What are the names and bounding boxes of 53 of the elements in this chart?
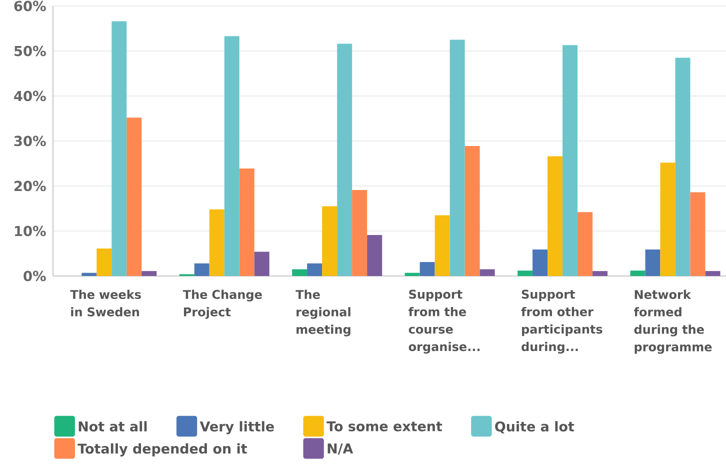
legend-label: Very little	[200, 421, 274, 434]
x-tick-label: Support from other participants during...	[521, 290, 602, 354]
bar	[142, 271, 157, 276]
bar	[578, 212, 593, 276]
bar	[224, 36, 240, 276]
bar	[660, 162, 676, 276]
bar	[450, 40, 465, 276]
bar	[548, 156, 563, 276]
y-tick-label: 40%	[14, 90, 46, 102]
y-tick-label: 50%	[14, 46, 46, 56]
y-tick-label: 60%	[14, 0, 46, 12]
x-tick-label: The weeks in Sweden	[70, 290, 141, 316]
bar	[307, 263, 322, 276]
bar	[518, 270, 533, 276]
bar	[420, 262, 435, 276]
legend-label: N/A	[328, 444, 354, 455]
bar	[464, 146, 480, 276]
bar	[675, 58, 690, 276]
y-tick-label: 0%	[24, 270, 46, 282]
bar	[645, 249, 660, 276]
bar	[209, 209, 224, 276]
bar	[630, 270, 646, 276]
legend-label: To some extent	[326, 421, 442, 432]
x-tick-label: Network formed during the programme	[634, 290, 712, 354]
bar	[82, 272, 97, 276]
bar	[337, 44, 352, 276]
bar	[126, 118, 142, 276]
bar	[254, 252, 270, 276]
bar	[292, 269, 308, 276]
y-tick-label: 10%	[14, 226, 46, 236]
y-tick-label: 20%	[14, 180, 46, 192]
x-tick-label: The Change Project	[182, 290, 262, 319]
x-tick-label: Support from the course organise...	[408, 290, 480, 354]
bar	[434, 215, 450, 276]
bar	[96, 248, 112, 276]
bar	[112, 21, 127, 276]
legend-label: Totally depended on it	[78, 443, 247, 456]
bar	[367, 235, 382, 276]
y-tick-label: 30%	[14, 136, 46, 146]
legend-label: Not at all	[78, 421, 147, 432]
x-tick-label: The regional meeting	[296, 290, 350, 336]
bar	[352, 190, 368, 276]
bar	[480, 269, 495, 276]
bar	[690, 192, 706, 276]
bar	[404, 272, 420, 276]
bar	[705, 271, 720, 276]
bar	[592, 271, 608, 276]
bar	[322, 206, 338, 276]
legend-label: Quite a lot	[495, 421, 574, 434]
bar	[562, 45, 578, 276]
bar	[194, 263, 210, 276]
bar	[532, 249, 548, 276]
bar	[239, 168, 254, 276]
